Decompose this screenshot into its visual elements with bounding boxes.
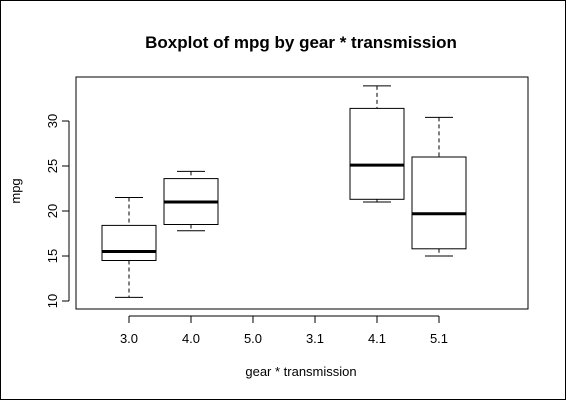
x-tick-label: 5.1 <box>430 331 448 346</box>
x-tick-label: 4.1 <box>368 331 386 346</box>
chart-title: Boxplot of mpg by gear * transmission <box>145 33 457 52</box>
x-tick-label: 4.0 <box>182 331 200 346</box>
y-tick-label: 10 <box>45 294 60 308</box>
y-axis-label: mpg <box>8 178 23 203</box>
boxes-group <box>101 85 467 298</box>
box-iqr <box>349 107 405 200</box>
x-tick-label: 5.0 <box>244 331 262 346</box>
box-4.1 <box>349 85 405 203</box>
y-tick-label: 15 <box>45 249 60 263</box>
box-iqr <box>411 156 467 250</box>
y-tick-label: 20 <box>45 204 60 218</box>
y-tick-label: 25 <box>45 159 60 173</box>
x-tick-label: 3.1 <box>306 331 324 346</box>
box-5.1 <box>411 116 467 257</box>
y-axis: 10 15 20 25 30 <box>45 114 70 308</box>
box-4.0 <box>163 170 219 232</box>
box-iqr <box>101 224 157 261</box>
box-3.0 <box>101 197 157 298</box>
x-axis-label: gear * transmission <box>245 364 356 379</box>
plot-area-border <box>75 76 529 310</box>
x-axis: 3.0 4.0 5.0 3.1 4.1 5.1 <box>120 315 448 346</box>
x-tick-label: 3.0 <box>120 331 138 346</box>
y-tick-label: 30 <box>45 114 60 128</box>
